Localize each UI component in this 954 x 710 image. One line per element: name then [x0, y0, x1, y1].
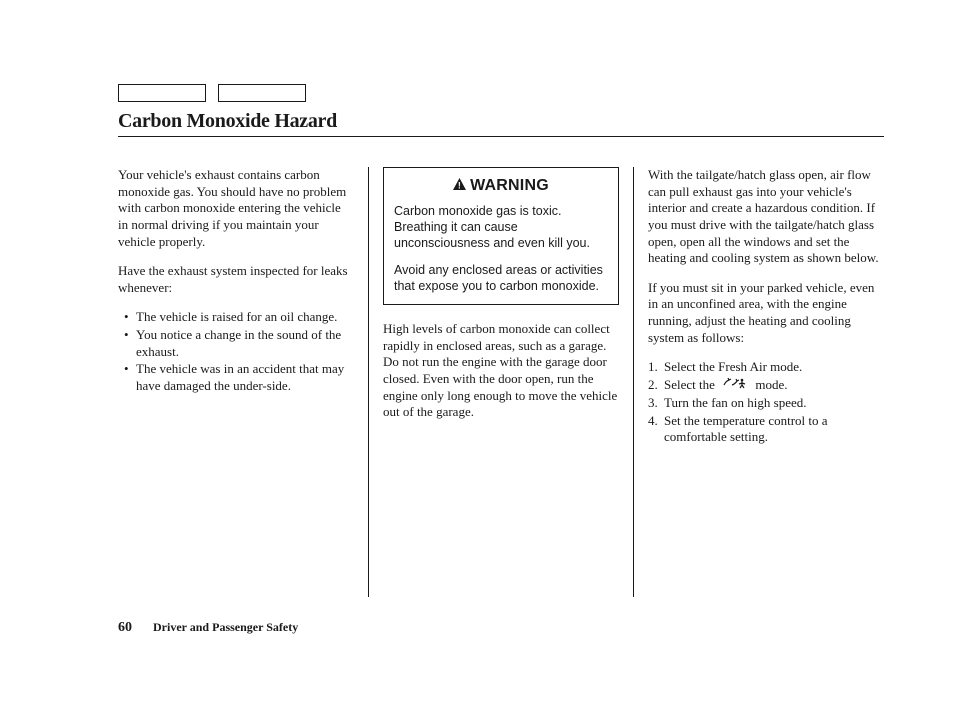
- section-name: Driver and Passenger Safety: [153, 620, 298, 634]
- list-item: The vehicle is raised for an oil change.: [124, 309, 354, 326]
- body-text: Your vehicle's exhaust contains carbon m…: [118, 167, 354, 250]
- step-text: mode.: [755, 377, 787, 392]
- manual-page: Carbon Monoxide Hazard Your vehicle's ex…: [0, 0, 954, 637]
- step-text: Turn the fan on high speed.: [664, 395, 807, 410]
- placeholder-box: [218, 84, 306, 102]
- body-text: If you must sit in your parked vehicle, …: [648, 280, 884, 347]
- numbered-list: 1.Select the Fresh Air mode. 2.Select th…: [648, 359, 884, 446]
- list-item: 3.Turn the fan on high speed.: [648, 395, 884, 412]
- list-item: 4.Set the temperature control to a comfo…: [648, 413, 884, 446]
- top-placeholder-row: [118, 84, 884, 102]
- list-item: 2.Select the mode.: [648, 377, 884, 394]
- step-text: Set the temperature control to a comfort…: [664, 413, 828, 445]
- airflow-mode-icon: [722, 377, 748, 394]
- bullet-list: The vehicle is raised for an oil change.…: [118, 309, 354, 394]
- page-footer: 60 Driver and Passenger Safety: [118, 620, 298, 636]
- body-text: With the tailgate/hatch glass open, air …: [648, 167, 884, 267]
- step-text: Select the Fresh Air mode.: [664, 359, 802, 374]
- column-3: With the tailgate/hatch glass open, air …: [634, 167, 884, 597]
- page-title: Carbon Monoxide Hazard: [118, 110, 884, 137]
- list-item: The vehicle was in an accident that may …: [124, 361, 354, 394]
- warning-box: ! WARNING Carbon monoxide gas is toxic. …: [383, 167, 619, 305]
- warning-header: ! WARNING: [394, 176, 608, 197]
- warning-triangle-icon: !: [453, 178, 466, 192]
- list-item: You notice a change in the sound of the …: [124, 327, 354, 360]
- list-item: 1.Select the Fresh Air mode.: [648, 359, 884, 376]
- svg-text:!: !: [458, 181, 461, 191]
- warning-text: Avoid any enclosed areas or activities t…: [394, 262, 608, 295]
- body-text: High levels of carbon monoxide can colle…: [383, 321, 619, 421]
- warning-text: Carbon monoxide gas is toxic. Breathing …: [394, 203, 608, 252]
- column-1: Your vehicle's exhaust contains carbon m…: [118, 167, 368, 597]
- warning-label: WARNING: [470, 176, 549, 197]
- page-number: 60: [118, 620, 132, 635]
- step-text: Select the: [664, 377, 715, 392]
- column-2: ! WARNING Carbon monoxide gas is toxic. …: [369, 167, 633, 597]
- body-text: Have the exhaust system inspected for le…: [118, 263, 354, 296]
- placeholder-box: [118, 84, 206, 102]
- content-columns: Your vehicle's exhaust contains carbon m…: [118, 167, 884, 597]
